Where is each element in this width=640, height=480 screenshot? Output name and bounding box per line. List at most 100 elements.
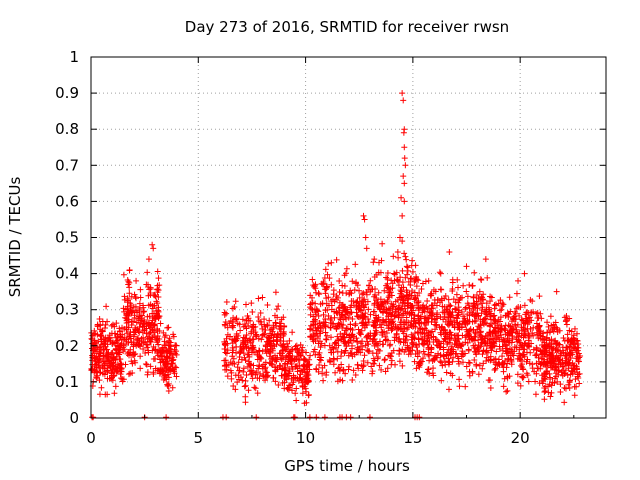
data-point: [242, 357, 249, 364]
data-point: [415, 336, 422, 343]
data-point: [490, 328, 497, 335]
y-tick-label: 0.6: [55, 192, 79, 210]
data-point: [476, 362, 483, 369]
data-point: [385, 285, 392, 292]
y-tick-label: 0.2: [55, 337, 79, 355]
data-point: [288, 375, 295, 382]
data-point: [231, 303, 238, 310]
data-point: [477, 343, 484, 350]
data-point: [475, 312, 482, 319]
data-point: [105, 354, 112, 361]
data-point: [520, 325, 527, 332]
data-point: [485, 332, 492, 339]
data-point: [414, 302, 421, 309]
data-point: [576, 354, 583, 361]
data-point: [234, 364, 241, 371]
data-point: [381, 298, 388, 305]
data-point: [566, 385, 573, 392]
data-point: [396, 347, 403, 354]
data-point: [373, 341, 380, 348]
data-point: [149, 317, 156, 324]
data-point: [121, 346, 128, 353]
data-point: [455, 304, 462, 311]
data-point: [286, 337, 293, 344]
data-point: [424, 305, 431, 312]
data-point: [242, 339, 249, 346]
data-point: [234, 320, 241, 327]
data-point: [170, 333, 177, 340]
data-point: [349, 278, 356, 285]
data-point: [278, 342, 285, 349]
data-point: [420, 355, 427, 362]
data-point: [500, 368, 507, 375]
data-point: [370, 308, 377, 315]
data-point: [308, 333, 315, 340]
data-point: [373, 317, 380, 324]
data-point: [130, 343, 137, 350]
data-point: [147, 324, 154, 331]
data-point: [305, 392, 312, 399]
data-point: [425, 277, 432, 284]
data-point: [361, 216, 368, 223]
data-point: [336, 364, 343, 371]
data-point: [312, 331, 319, 338]
data-point: [326, 357, 333, 364]
data-point: [336, 277, 343, 284]
data-point: [303, 399, 310, 406]
data-point: [283, 376, 290, 383]
data-point: [231, 361, 238, 368]
data-point: [170, 351, 177, 358]
data-point: [373, 350, 380, 357]
data-point: [512, 321, 519, 328]
data-point: [268, 326, 275, 333]
data-point: [552, 337, 559, 344]
data-point: [487, 316, 494, 323]
data-point: [470, 326, 477, 333]
data-point: [155, 315, 162, 322]
data-point: [334, 323, 341, 330]
data-point: [398, 288, 405, 295]
data-point: [476, 288, 483, 295]
data-point: [327, 316, 334, 323]
data-point: [479, 351, 486, 358]
data-point: [414, 353, 421, 360]
data-point: [565, 381, 572, 388]
data-point: [413, 365, 420, 372]
data-point: [155, 341, 162, 348]
data-point: [440, 316, 447, 323]
data-point: [333, 309, 340, 316]
data-point: [257, 318, 264, 325]
data-point: [350, 337, 357, 344]
data-point: [343, 270, 350, 277]
data-point: [231, 335, 238, 342]
data-point: [256, 348, 263, 355]
data-point: [421, 330, 428, 337]
data-point: [564, 337, 571, 344]
data-point: [468, 336, 475, 343]
data-point: [365, 316, 372, 323]
data-point: [436, 269, 443, 276]
data-point: [563, 321, 570, 328]
data-point: [226, 320, 233, 327]
data-point: [399, 300, 406, 307]
data-point: [266, 353, 273, 360]
data-point: [243, 344, 250, 351]
data-point: [292, 363, 299, 370]
data-point: [576, 380, 583, 387]
data-point: [345, 366, 352, 373]
data-point: [516, 355, 523, 362]
data-point: [438, 286, 445, 293]
data-point: [390, 301, 397, 308]
data-point: [336, 367, 343, 374]
data-point: [113, 369, 120, 376]
y-tick-label: 0.7: [55, 156, 79, 174]
data-point: [536, 332, 543, 339]
data-point: [395, 282, 402, 289]
data-point: [365, 341, 372, 348]
data-point: [538, 351, 545, 358]
data-point: [137, 365, 144, 372]
data-point: [396, 358, 403, 365]
data-point: [89, 332, 96, 339]
data-point: [388, 324, 395, 331]
data-point: [568, 336, 575, 343]
